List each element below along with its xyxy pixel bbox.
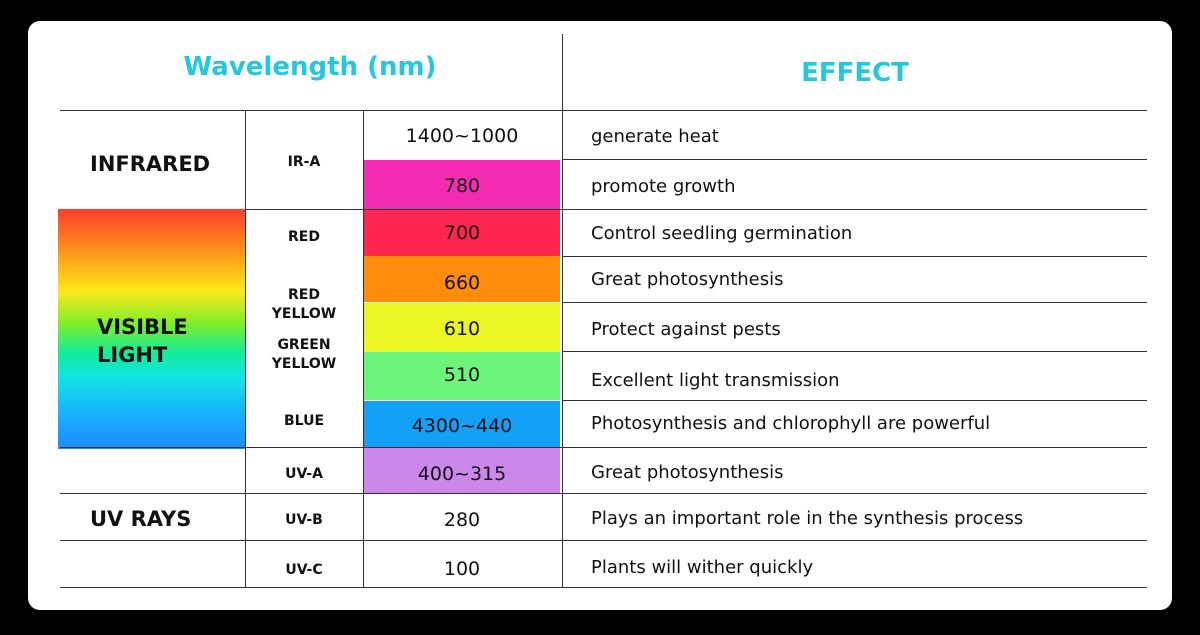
- wavelength-value: 780: [443, 175, 481, 197]
- category-uv-rays: UV RAYS: [90, 507, 192, 531]
- swatch-4300-440: [364, 401, 560, 447]
- wavelength-value: 400~315: [417, 463, 507, 485]
- sub-uv-a: UV-A: [285, 466, 323, 482]
- header-divider: [562, 34, 563, 110]
- col-divider-1: [245, 110, 246, 588]
- visible-light-gradient: [58, 209, 245, 449]
- effect-text: Photosynthesis and chlorophyll are power…: [591, 413, 991, 434]
- effect-text: Excellent light transmission: [591, 370, 840, 391]
- effect-text: Great photosynthesis: [591, 269, 784, 290]
- wavelength-value: 700: [443, 222, 481, 244]
- swatch-400-315: [364, 448, 560, 493]
- row-rule: [60, 493, 1147, 494]
- swatch-780: [364, 160, 560, 209]
- sub-ir-a: IR-A: [287, 154, 321, 170]
- row-rule: [563, 302, 1147, 303]
- category-infrared: INFRARED: [90, 152, 211, 176]
- effect-text: Great photosynthesis: [591, 462, 784, 483]
- category-visible-light: VISIBLE LIGHT: [97, 315, 188, 367]
- sub-green-yellow-line1: GREEN: [277, 337, 331, 353]
- effect-header: EFFECT: [801, 58, 909, 88]
- row-rule: [60, 540, 1147, 541]
- sub-red: RED: [288, 229, 320, 245]
- wavelength-value: 610: [443, 318, 481, 340]
- effect-text: Plants will wither quickly: [591, 557, 814, 578]
- effect-text: generate heat: [591, 126, 719, 147]
- col-divider-3: [562, 110, 563, 588]
- swatch-510: [364, 352, 560, 400]
- col-divider-2: [363, 110, 364, 588]
- row-rule: [60, 587, 1147, 588]
- sub-uv-c: UV-C: [285, 562, 323, 578]
- row-rule: [563, 400, 1147, 401]
- sub-green-yellow: GREEN YELLOW: [245, 336, 363, 374]
- sub-red-yellow-line1: RED: [288, 287, 320, 303]
- swatch-660: [364, 256, 560, 302]
- wavelength-value: 280: [443, 509, 481, 531]
- wavelength-value: 100: [443, 558, 481, 580]
- sub-blue: BLUE: [283, 413, 325, 429]
- swatch-610: [364, 303, 560, 352]
- wavelength-value: 660: [443, 272, 481, 294]
- swatch-700: [364, 210, 560, 256]
- row-rule: [245, 209, 1147, 210]
- sub-green-yellow-line2: YELLOW: [271, 356, 337, 372]
- sub-red-yellow: RED YELLOW: [245, 286, 363, 324]
- wavelength-value: 4300~440: [411, 415, 513, 437]
- sub-red-yellow-line2: YELLOW: [271, 306, 337, 322]
- header-rule: [60, 110, 1147, 111]
- effect-text: Control seedling germination: [591, 223, 853, 244]
- sub-uv-b: UV-B: [285, 512, 323, 528]
- row-rule: [60, 447, 1147, 448]
- row-rule: [563, 256, 1147, 257]
- effect-text: Protect against pests: [591, 319, 781, 340]
- wavelength-value: 1400~1000: [405, 125, 519, 147]
- row-rule: [563, 351, 1147, 352]
- wavelength-header: Wavelength (nm): [183, 52, 437, 82]
- effect-text: promote growth: [591, 176, 736, 197]
- wavelength-value: 510: [443, 364, 481, 386]
- effect-text: Plays an important role in the synthesis…: [591, 508, 1024, 529]
- row-rule: [563, 159, 1147, 160]
